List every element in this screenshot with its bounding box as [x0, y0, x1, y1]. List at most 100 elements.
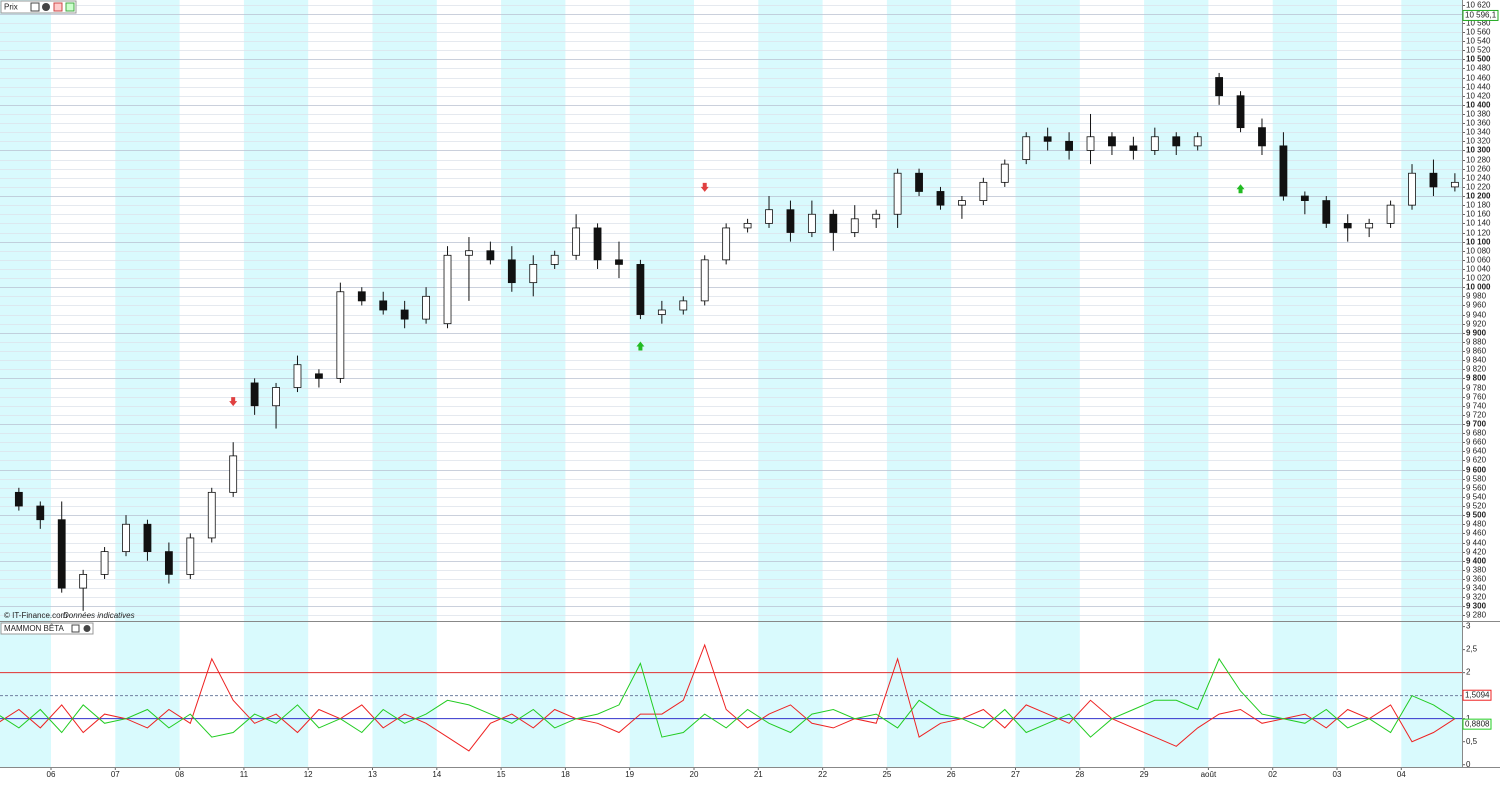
last-value-label: 1,5094: [1465, 690, 1490, 699]
y-tick-label: 10 280: [1466, 156, 1491, 165]
y-tick-label: 9 920: [1466, 320, 1487, 329]
day-band: [629, 0, 694, 767]
y-tick-label: 9 860: [1466, 347, 1487, 356]
day-band: [1272, 0, 1337, 767]
y-tick-label: 10 200: [1466, 192, 1491, 201]
candle-body: [915, 172, 923, 192]
candle-body: [850, 218, 859, 233]
x-tick-label: 11: [240, 770, 249, 779]
y-tick-label: 10 480: [1466, 64, 1491, 73]
icon[interactable]: [42, 3, 50, 11]
candle-body: [164, 551, 173, 575]
x-tick-label: 06: [47, 770, 56, 779]
y-tick-label: 9 340: [1466, 584, 1487, 593]
y-tick-label: 9 280: [1466, 611, 1487, 620]
candle-body: [465, 250, 473, 256]
day-band: [501, 0, 566, 767]
candle-body: [743, 222, 752, 229]
candle-body: [1150, 136, 1159, 151]
y-tick-label: 10 560: [1466, 28, 1491, 37]
y-tick-label: 10 160: [1466, 210, 1491, 219]
x-tick-label: 04: [1397, 770, 1406, 779]
candle-body: [1429, 172, 1438, 188]
y-tick-label: 10 460: [1466, 74, 1491, 83]
y-tick-label: 10 300: [1466, 146, 1491, 155]
y-tick-label: 10 100: [1466, 238, 1491, 247]
y-tick-label: 10 020: [1466, 274, 1491, 283]
panel-title: Prix: [4, 3, 18, 12]
last-price-label: 10 596,1: [1465, 11, 1497, 20]
icon[interactable]: [65, 2, 75, 12]
candle-body: [357, 291, 366, 302]
signal-arrow: [636, 341, 645, 351]
y-tick-label: 9 540: [1466, 493, 1487, 502]
x-tick-label: 03: [1333, 770, 1342, 779]
candle-body: [765, 209, 773, 224]
y-tick-label: 9 620: [1466, 456, 1487, 465]
x-tick-label: 14: [432, 770, 441, 779]
x-tick-label: 18: [561, 770, 570, 779]
y-tick-label: 9 840: [1466, 356, 1487, 365]
x-tick-label: 19: [625, 770, 634, 779]
y-tick-label: 10 040: [1466, 265, 1491, 274]
candle-body: [486, 250, 495, 261]
y-tick-label: 9 800: [1466, 374, 1487, 383]
y-tick-label: 9 740: [1466, 402, 1487, 411]
icon[interactable]: [30, 2, 40, 12]
candle-body: [507, 259, 516, 284]
last-value-box: [1462, 718, 1492, 730]
candle-body: [400, 309, 409, 320]
indicator-title: MAMMON BÊTA: [4, 624, 65, 633]
x-tick-label: 22: [818, 770, 827, 779]
candle-body: [636, 264, 645, 315]
icon[interactable]: [53, 2, 63, 12]
y2-tick-label: 0,5: [1466, 737, 1478, 746]
candle-body: [1043, 136, 1052, 142]
y-tick-label: 9 660: [1466, 438, 1487, 447]
grid: [0, 5, 1465, 770]
y-tick-label: 10 320: [1466, 137, 1491, 146]
icon[interactable]: [83, 625, 91, 632]
day-band: [372, 0, 437, 767]
candle-body: [1215, 77, 1224, 97]
y-tick-label: 10 260: [1466, 165, 1491, 174]
candle-body: [250, 382, 259, 407]
candle-body: [293, 364, 302, 388]
candle-body: [443, 254, 452, 325]
candle-body: [1408, 172, 1416, 206]
y-tick-label: 9 480: [1466, 520, 1487, 529]
day-band: [886, 0, 952, 767]
y-tick-label: 9 560: [1466, 484, 1487, 493]
candle-body: [143, 523, 152, 553]
candle-body: [1279, 145, 1288, 197]
y2-tick-label: 3: [1466, 622, 1471, 631]
candle-body: [615, 259, 623, 265]
y-tick-label: 10 060: [1466, 256, 1491, 265]
y-tick-label: 10 120: [1466, 229, 1491, 238]
candle-body: [422, 295, 430, 320]
candle-body: [829, 213, 838, 233]
x-tick-label: 13: [368, 770, 377, 779]
y-tick-label: 10 180: [1466, 201, 1491, 210]
source-note-2: Données indicatives: [63, 611, 135, 620]
candle-body: [1300, 195, 1309, 201]
y-tick-label: 9 900: [1466, 329, 1487, 338]
candle-body: [872, 213, 881, 220]
icon[interactable]: [71, 624, 80, 633]
y-tick-label: 9 880: [1466, 338, 1487, 347]
x-tick-label: 21: [754, 770, 763, 779]
candle-body: [893, 172, 902, 215]
candle-body: [722, 227, 731, 261]
x-tick-label: 28: [1075, 770, 1084, 779]
y-tick-label: 10 580: [1466, 19, 1491, 28]
last-value-label: 0,8808: [1465, 719, 1490, 728]
candle-body: [550, 254, 559, 265]
y-tick-label: 9 440: [1466, 539, 1487, 548]
candle-body: [79, 574, 88, 589]
candle-body: [272, 387, 280, 407]
y2-tick-label: 1: [1466, 714, 1471, 723]
candle-body: [1129, 145, 1138, 151]
candle-body: [1065, 140, 1073, 151]
axes: [0, 0, 1500, 768]
